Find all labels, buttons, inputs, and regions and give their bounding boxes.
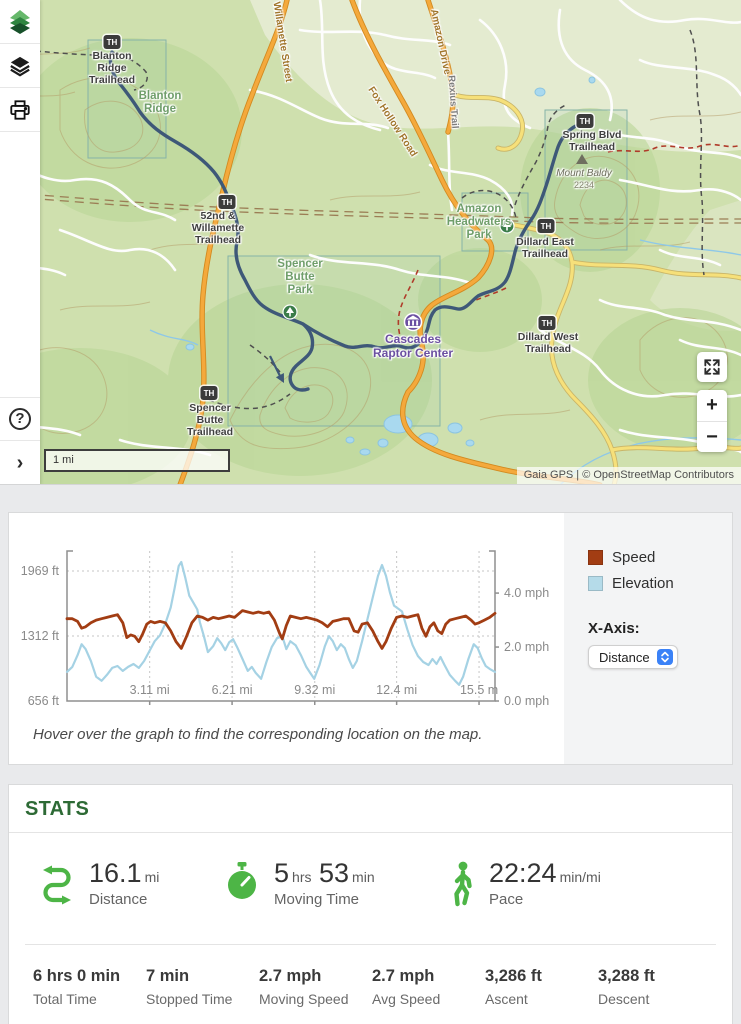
svg-text:1312 ft: 1312 ft	[21, 629, 60, 643]
svg-text:4.0 mph: 4.0 mph	[504, 586, 549, 600]
stat-unit: min/mi	[559, 869, 601, 885]
stat-avg-speed: 2.7 mph Avg Speed	[372, 967, 485, 1007]
stat-label: Descent	[598, 991, 650, 1008]
stat-descent: 3,288 ft Descent	[598, 967, 711, 1007]
legend-label: Elevation	[612, 575, 674, 592]
stat-distance: 16.1 mi Distance	[39, 859, 224, 908]
stat-moving-time: 5 hrs 53 min Moving Time	[224, 859, 449, 908]
zoom-controls: + −	[697, 390, 727, 452]
stat-label: Distance	[89, 891, 148, 909]
svg-text:15.5 m: 15.5 m	[460, 683, 498, 697]
expand-panel-button[interactable]: ›	[0, 441, 40, 484]
svg-text:2.0 mph: 2.0 mph	[504, 640, 549, 654]
zoom-out-button[interactable]: −	[697, 421, 727, 452]
print-button[interactable]	[0, 88, 40, 132]
zoom-in-button[interactable]: +	[697, 390, 727, 422]
stat-label: Total Time	[33, 991, 97, 1008]
legend-label: Speed	[612, 549, 656, 566]
print-icon	[10, 99, 30, 120]
fullscreen-icon	[704, 359, 720, 375]
stat-label: Pace	[489, 891, 524, 909]
gaia-gps-logo-icon	[10, 9, 30, 34]
topo-map-canvas[interactable]	[0, 0, 741, 485]
stat-value: 22:24	[489, 858, 557, 888]
stat-value: 5	[274, 858, 290, 888]
stat-unit-2: min	[352, 869, 375, 885]
stat-ascent: 3,286 ft Ascent	[485, 967, 598, 1007]
help-icon: ?	[9, 408, 31, 430]
legend-item-elevation: Elevation	[588, 575, 732, 592]
scale-label: 1 mi	[53, 454, 74, 466]
stat-pace: 22:24 min/mi Pace	[449, 859, 601, 908]
stat-value: 6 hrs 0 min	[33, 967, 121, 986]
chart-side-panel: Speed Elevation X-Axis: Distance	[564, 513, 732, 764]
th-marker-willamette: TH	[218, 195, 236, 209]
layers-icon	[10, 56, 30, 76]
stats-header: STATS	[9, 785, 732, 833]
track-chart[interactable]: 1969 ft 1312 ft 656 ft 3.11 mi 6.21 mi 9.32 m…	[13, 537, 566, 737]
chart-hover-note: Hover over the graph to find the corresp…	[33, 726, 483, 743]
th-marker-spencer: TH	[200, 386, 218, 400]
map-toolbar: ? ›	[0, 0, 40, 484]
fullscreen-button[interactable]	[697, 352, 727, 382]
museum-icon	[403, 312, 423, 332]
map-attribution[interactable]: Gaia GPS | © OpenStreetMap Contributors	[516, 467, 741, 484]
stat-value: 2.7 mph	[259, 967, 322, 986]
stats-secondary-row: 6 hrs 0 min Total Time 7 min Stopped Tim…	[25, 944, 716, 1007]
stat-unit: hrs	[292, 869, 312, 885]
stat-label: Moving Speed	[259, 991, 349, 1008]
layers-button[interactable]	[0, 44, 40, 88]
help-button[interactable]: ?	[0, 397, 40, 441]
speed-swatch	[588, 550, 603, 565]
svg-text:12.4 mi: 12.4 mi	[376, 683, 417, 697]
svg-text:9.32 mi: 9.32 mi	[294, 683, 335, 697]
x-axis-selected-value: Distance	[599, 649, 650, 665]
route-icon	[43, 865, 71, 905]
stat-unit: mi	[144, 869, 160, 885]
svg-text:1969 ft: 1969 ft	[21, 564, 60, 578]
legend-item-speed: Speed	[588, 549, 732, 566]
x-axis-select[interactable]: Distance	[588, 645, 678, 669]
stat-label: Ascent	[485, 991, 528, 1008]
stat-total-time: 6 hrs 0 min Total Time	[33, 967, 146, 1007]
stat-value: 3,286 ft	[485, 967, 542, 986]
park-tree-icon	[282, 218, 515, 320]
stat-value: 7 min	[146, 967, 190, 986]
chevron-right-icon: ›	[16, 451, 24, 474]
stat-value-2: 53	[319, 858, 350, 888]
th-marker-dillard-east: TH	[537, 219, 555, 233]
stats-primary-row: 16.1 mi Distance 5 hrs 53 min Moving Time	[9, 833, 732, 932]
walking-person-icon	[454, 861, 472, 907]
svg-text:0.0 mph: 0.0 mph	[504, 694, 549, 708]
stopwatch-icon	[228, 862, 256, 899]
stat-value: 2.7 mph	[372, 967, 435, 986]
pipeline-dashed-line	[0, 191, 741, 224]
stats-title: STATS	[25, 798, 90, 820]
summit-icon	[576, 154, 588, 164]
stat-value: 3,288 ft	[598, 967, 655, 986]
recorded-track	[108, 50, 588, 392]
stat-label: Avg Speed	[372, 991, 441, 1008]
stat-stopped-time: 7 min Stopped Time	[146, 967, 259, 1007]
gaia-gps-logo-button[interactable]	[0, 0, 40, 44]
stat-value: 16.1	[89, 858, 142, 888]
th-marker-blanton: TH	[103, 35, 121, 49]
trails-red-dashed	[397, 143, 741, 349]
stat-label: Moving Time	[274, 891, 360, 909]
th-marker-spring-blvd: TH	[576, 114, 594, 128]
stat-label: Stopped Time	[146, 991, 233, 1008]
svg-text:656 ft: 656 ft	[28, 694, 60, 708]
x-axis-title: X-Axis:	[588, 620, 640, 637]
svg-text:6.21 mi: 6.21 mi	[212, 683, 253, 697]
elevation-swatch	[588, 576, 603, 591]
select-stepper-icon	[656, 649, 673, 665]
th-marker-dillard-west: TH	[538, 316, 556, 330]
stats-card: STATS 16.1 mi Distance 5 hrs	[8, 784, 733, 1024]
svg-text:3.11 mi: 3.11 mi	[130, 683, 170, 697]
map-section[interactable]: TH TH TH TH TH TH Blanton Ridge Trailhea…	[0, 0, 741, 485]
map-scale-bar: 1 mi	[44, 449, 230, 472]
elevation-speed-chart-card: 1969 ft 1312 ft 656 ft 3.11 mi 6.21 mi 9.32 m…	[8, 512, 733, 765]
stat-moving-speed: 2.7 mph Moving Speed	[259, 967, 372, 1007]
